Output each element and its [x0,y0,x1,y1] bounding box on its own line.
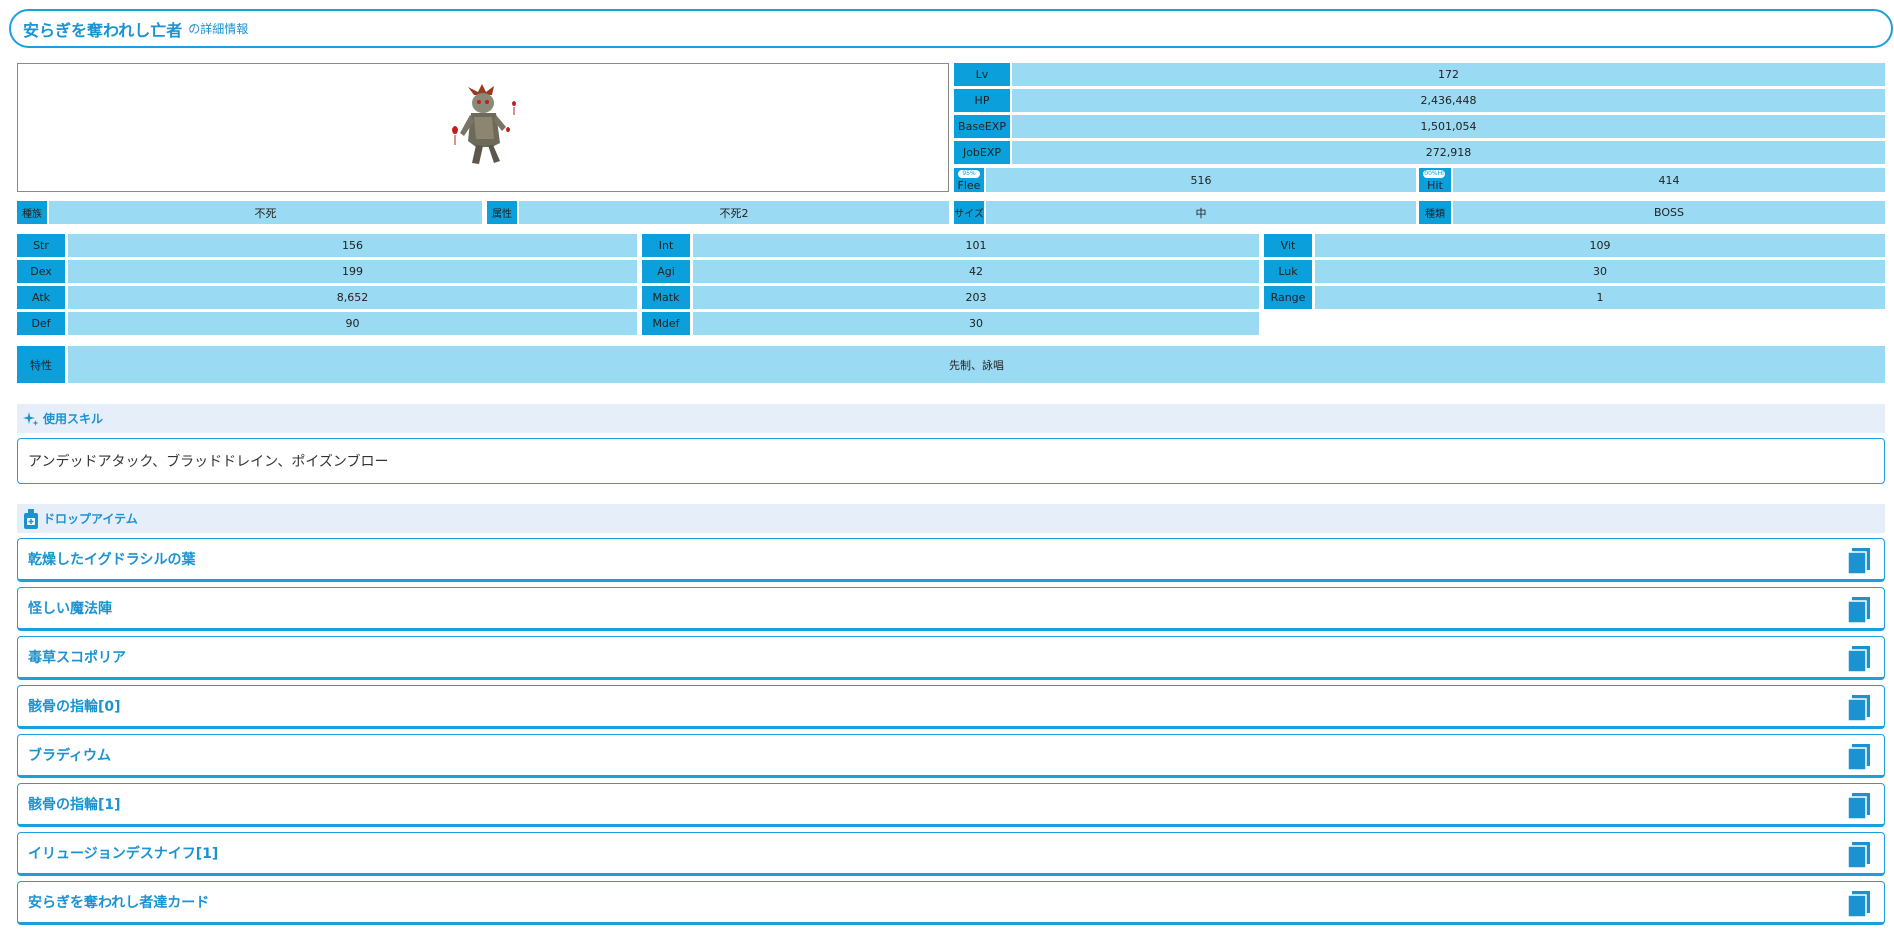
trait-value: 先制、詠唱 [68,346,1885,383]
title-suffix: の詳細情報 [188,22,249,36]
skills-heading: 使用スキル [43,412,104,426]
int-value: 101 [693,234,1259,257]
book-icon[interactable] [1847,842,1870,872]
matk-value: 203 [693,286,1259,309]
book-icon[interactable] [1847,548,1870,578]
drop-item[interactable]: 怪しい魔法陣 [17,587,1885,631]
job-exp-value: 272,918 [1012,141,1885,164]
luk-label: Luk [1264,260,1312,283]
job-exp-label: JobEXP [954,141,1010,164]
flee-label-cell: 95% Flee [954,168,984,192]
race-label: 種族 [17,201,47,224]
hit-rate-tag: 100%HIT [1420,170,1448,178]
trait-label: 特性 [17,346,65,383]
hp-value: 2,436,448 [1012,89,1885,112]
int-label: Int [642,234,690,257]
drop-item-name[interactable]: イリュージョンデスナイフ[1] [28,846,219,862]
agi-value: 42 [693,260,1259,283]
drop-item-name[interactable]: 安らぎを奪われし者達カード [28,895,210,911]
drop-item-name[interactable]: 骸骨の指輪[1] [28,797,121,813]
drop-item-name[interactable]: 怪しい魔法陣 [28,601,112,617]
drop-item-name[interactable]: 骸骨の指輪[0] [28,699,121,715]
book-icon[interactable] [1847,793,1870,823]
drop-item[interactable]: 毒草スコポリア [17,636,1885,680]
hit-label: Hit [1427,178,1443,192]
book-icon[interactable] [1847,597,1870,627]
luk-value: 30 [1315,260,1885,283]
book-icon[interactable] [1847,891,1870,921]
drops-heading: ドロップアイテム [43,512,138,526]
lv-label: Lv [954,63,1010,86]
flee-label: Flee [957,178,981,192]
atk-value: 8,652 [68,286,637,309]
vit-value: 109 [1315,234,1885,257]
range-label: Range [1264,286,1312,309]
drop-item[interactable]: 安らぎを奪われし者達カード [17,881,1885,925]
size-value: 中 [986,201,1416,224]
dex-value: 199 [68,260,637,283]
matk-label: Matk [642,286,690,309]
book-icon[interactable] [1847,744,1870,774]
skills-section-header: 使用スキル [17,404,1885,433]
base-exp-label: BaseEXP [954,115,1010,138]
mdef-value: 30 [693,312,1259,335]
sparkle-icon [23,411,39,427]
race-value: 不死 [49,201,482,224]
base-exp-value: 1,501,054 [1012,115,1885,138]
monster-sprite-icon [452,84,516,164]
def-label: Def [17,312,65,335]
def-value: 90 [68,312,637,335]
flee-value: 516 [986,168,1416,192]
element-label: 属性 [487,201,517,224]
book-icon[interactable] [1847,695,1870,725]
hit-value: 414 [1453,168,1885,192]
drop-item[interactable]: イリュージョンデスナイフ[1] [17,832,1885,876]
type-value: BOSS [1453,201,1885,224]
range-value: 1 [1315,286,1885,309]
dex-label: Dex [17,260,65,283]
str-label: Str [17,234,65,257]
skills-list: アンデッドアタック、ブラッドドレイン、ポイズンブロー [17,438,1885,484]
book-icon[interactable] [1847,646,1870,676]
size-label: サイズ [954,201,984,224]
mdef-label: Mdef [642,312,690,335]
drop-item-name[interactable]: 乾燥したイグドラシルの葉 [28,552,196,568]
str-value: 156 [68,234,637,257]
drop-item[interactable]: 骸骨の指輪[0] [17,685,1885,729]
hit-label-cell: 100%HIT Hit [1419,168,1451,192]
drop-item-name[interactable]: ブラディウム [28,748,112,764]
page-title-bar: 安らぎを奪われし亡者 の詳細情報 [9,9,1893,48]
vit-label: Vit [1264,234,1312,257]
monster-image-frame [17,63,949,192]
drop-item[interactable]: 乾燥したイグドラシルの葉 [17,538,1885,582]
agi-label: Agi [642,260,690,283]
hp-label: HP [954,89,1010,112]
type-label: 種類 [1419,201,1451,224]
drop-item[interactable]: ブラディウム [17,734,1885,778]
potion-icon [23,508,39,529]
monster-name: 安らぎを奪われし亡者 [23,20,183,40]
drops-section-header: ドロップアイテム [17,504,1885,533]
drop-item-name[interactable]: 毒草スコポリア [28,650,126,666]
flee-rate-tag: 95% [958,170,980,178]
lv-value: 172 [1012,63,1885,86]
atk-label: Atk [17,286,65,309]
drop-item[interactable]: 骸骨の指輪[1] [17,783,1885,827]
element-value: 不死2 [519,201,949,224]
